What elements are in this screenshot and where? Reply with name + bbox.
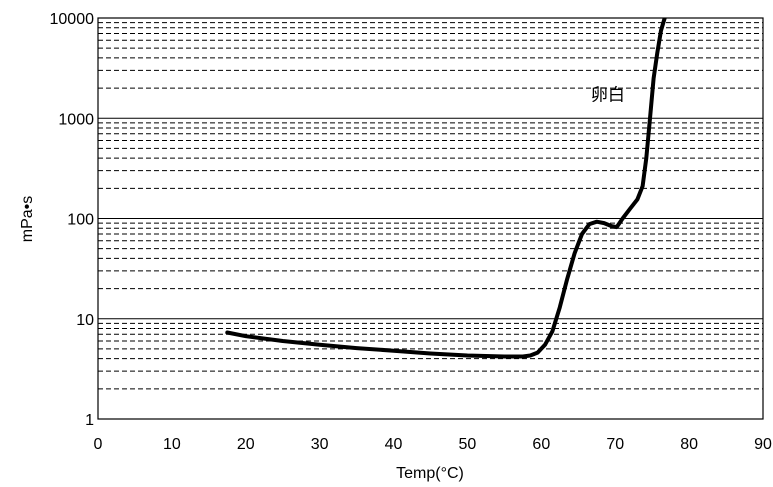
x-tick-label: 60: [532, 436, 550, 453]
tick-labels: 0 10 20 30 40 50 60 70 80 90 1 10 100 1000 10000: [50, 11, 773, 453]
plot-border: [97, 17, 764, 420]
x-tick-label: 0: [94, 436, 103, 453]
x-tick-label: 80: [680, 436, 698, 453]
plot-frame: [97, 17, 764, 420]
y-tick-label: 1000: [58, 111, 94, 128]
y-axis-label: mPa•s: [19, 196, 36, 243]
x-tick-label: 70: [606, 436, 624, 453]
x-tick-label: 20: [237, 436, 255, 453]
x-tick-label: 10: [163, 436, 181, 453]
series-layer: [225, 18, 667, 359]
y-tick-label: 10000: [50, 11, 95, 28]
annotations-layer: 卵白: [591, 86, 625, 106]
x-axis-label: Temp(°C): [396, 465, 464, 482]
x-tick-label: 30: [311, 436, 329, 453]
x-tick-label: 40: [385, 436, 403, 453]
y-tick-label: 1: [85, 412, 94, 429]
series-line-0: [225, 18, 667, 359]
annotation-label: 卵白: [591, 86, 625, 106]
y-tick-label: 100: [67, 212, 94, 229]
grid-lines: [98, 17, 763, 420]
y-tick-label: 10: [76, 312, 94, 329]
x-tick-label: 50: [459, 436, 477, 453]
x-tick-label: 90: [754, 436, 772, 453]
